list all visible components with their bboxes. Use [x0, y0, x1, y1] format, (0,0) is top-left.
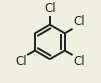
Text: Cl: Cl	[73, 55, 85, 68]
Text: Cl: Cl	[44, 2, 56, 15]
Text: Cl: Cl	[73, 16, 85, 28]
Text: Cl: Cl	[15, 55, 27, 68]
